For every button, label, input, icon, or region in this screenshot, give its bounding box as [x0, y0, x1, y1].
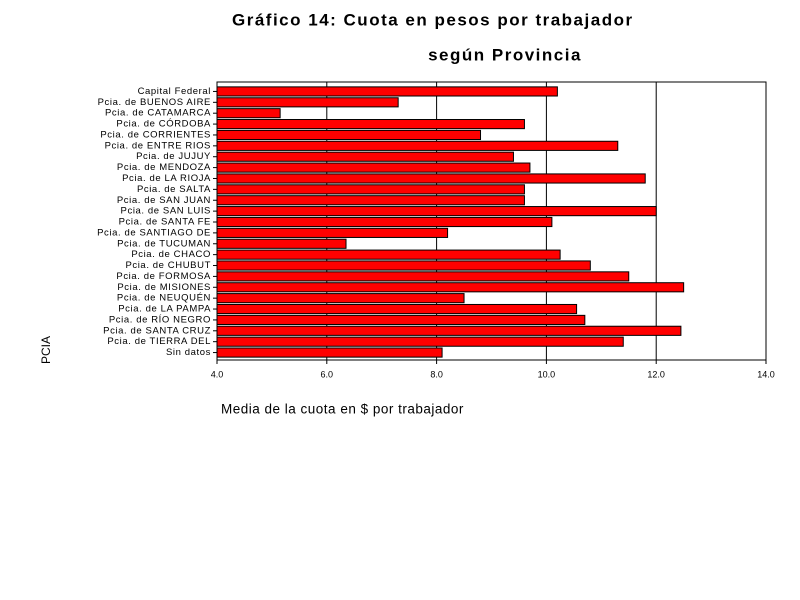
bar: [216, 336, 624, 347]
x-tick-label: 14.0: [757, 369, 775, 379]
bar: [216, 314, 586, 325]
bar: [216, 206, 657, 217]
y-axis-label: PCIA: [39, 336, 53, 364]
x-axis-label: Media de la cuota en $ por trabajador: [221, 402, 464, 417]
chart-subtitle: según Provincia: [428, 45, 582, 64]
y-tick-label: Pcia. de SANTA CRUZ: [103, 325, 211, 336]
bar: [216, 173, 646, 184]
y-tick-label: Pcia. de CHACO: [131, 249, 211, 260]
bar: [216, 184, 525, 195]
bar: [216, 140, 619, 151]
bar: [216, 119, 525, 130]
bar: [216, 303, 578, 315]
y-tick-label: Pcia. de SAN JUAN: [117, 195, 211, 206]
y-tick-label: Pcia. de TIERRA DEL: [107, 336, 211, 347]
bar: [216, 325, 682, 336]
y-tick-label: Pcia. de SALTA: [137, 184, 211, 195]
y-tick-label: Pcia. de TUCUMAN: [117, 238, 211, 249]
y-tick-label: Pcia. de SANTA FE: [119, 217, 211, 228]
y-tick-label: Pcia. de NEUQUÉN: [117, 293, 211, 304]
y-tick-label: Pcia. de BUENOS AIRE: [98, 97, 211, 108]
y-tick-label: Capital Federal: [138, 86, 211, 97]
bar: [216, 216, 553, 228]
bar: [216, 162, 531, 173]
y-tick-label: Pcia. de CATAMARCA: [105, 108, 211, 119]
bar: [216, 86, 558, 97]
y-tick-label: Pcia. de MENDOZA: [117, 162, 211, 173]
y-tick-label: Pcia. de CÓRDOBA: [116, 119, 211, 130]
bar: [216, 271, 630, 282]
y-tick-label: Pcia. de LA PAMPA: [118, 304, 211, 315]
y-tick-label: Pcia. de MISIONES: [117, 282, 211, 293]
bar: [216, 260, 591, 271]
bar: [216, 108, 281, 119]
bar: [216, 238, 347, 249]
bar: [216, 97, 399, 108]
y-tick-label: Pcia. de ENTRE RIOS: [105, 140, 211, 151]
x-tick-label: 6.0: [321, 369, 334, 379]
x-tick-label: 12.0: [647, 369, 665, 379]
bar: [216, 347, 443, 358]
bar: [216, 129, 482, 141]
chart-title: Gráfico 14: Cuota en pesos por trabajado…: [232, 10, 634, 29]
bar: [216, 227, 449, 238]
y-tick-label: Pcia. de CORRIENTES: [100, 129, 211, 140]
bar: [216, 293, 465, 304]
x-tick-label: 10.0: [538, 369, 556, 379]
y-tick-label: Pcia. de LA RIOJA: [122, 173, 211, 184]
bar: [216, 195, 525, 206]
bar: [216, 282, 685, 293]
y-tick-label: Pcia. de SAN LUIS: [121, 206, 211, 217]
x-tick-label: 8.0: [430, 369, 443, 379]
y-tick-label: Pcia. de RÍO NEGRO: [109, 314, 211, 325]
y-tick-label: Pcia. de FORMOSA: [116, 271, 211, 282]
bar: [216, 249, 561, 260]
x-tick-label: 4.0: [211, 369, 224, 379]
y-tick-label: Pcia. de JUJUY: [136, 151, 211, 162]
bar: [216, 151, 514, 162]
y-tick-label: Pcia. de SANTIAGO DE: [97, 227, 211, 238]
y-tick-label: Pcia. de CHUBUT: [125, 260, 211, 271]
y-tick-label: Sin datos: [166, 347, 211, 358]
